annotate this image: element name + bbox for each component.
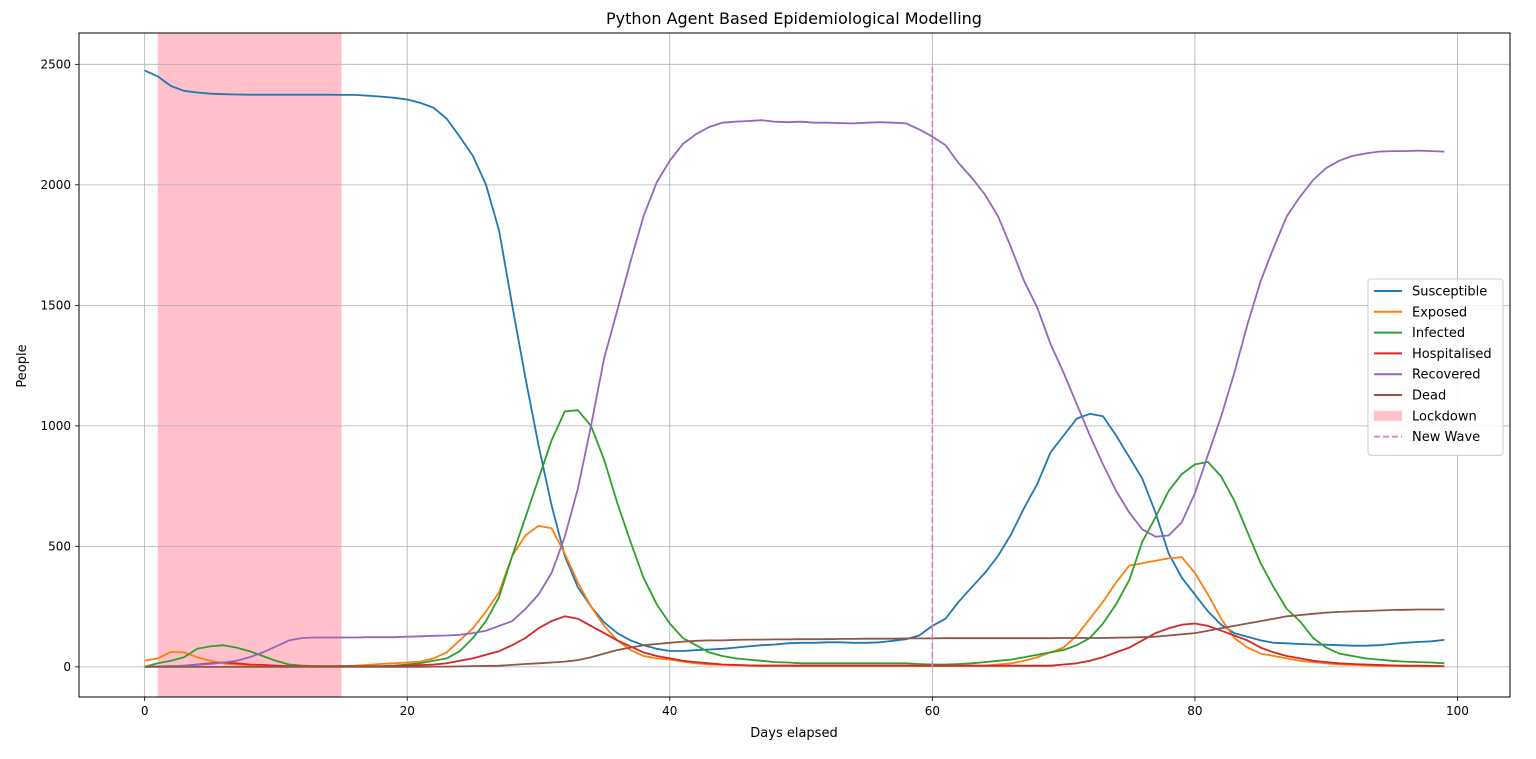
x-tick-label: 40 xyxy=(662,704,677,718)
legend-label-infected: Infected xyxy=(1412,326,1465,341)
y-tick-label: 2000 xyxy=(40,178,71,192)
y-tick-label: 2500 xyxy=(40,57,71,71)
lockdown-band xyxy=(157,33,342,697)
x-axis-label: Days elapsed xyxy=(750,726,837,741)
series-line-recovered xyxy=(144,119,1445,668)
y-tick-label: 1500 xyxy=(40,298,71,312)
legend-label-hospitalised: Hospitalised xyxy=(1412,347,1492,362)
legend-swatch-lockdown xyxy=(1374,410,1402,421)
x-tick-label: 20 xyxy=(400,704,415,718)
x-tick-label: 0 xyxy=(141,704,149,718)
legend-label-dead: Dead xyxy=(1412,389,1446,404)
legend-label-new-wave: New Wave xyxy=(1412,430,1480,445)
x-tick-label: 60 xyxy=(925,704,940,718)
series-line-dead xyxy=(144,608,1445,668)
chart-title: Python Agent Based Epidemiological Model… xyxy=(606,9,982,28)
x-tick-label: 80 xyxy=(1187,704,1202,718)
y-axis-label: People xyxy=(15,344,30,387)
y-tick-label: 0 xyxy=(63,660,71,674)
legend-label-recovered: Recovered xyxy=(1412,368,1481,383)
legend-label-susceptible: Susceptible xyxy=(1412,285,1487,300)
plot-frame xyxy=(78,32,1511,698)
legend-label-exposed: Exposed xyxy=(1412,305,1467,320)
legend-label-lockdown: Lockdown xyxy=(1412,409,1477,424)
y-tick-label: 1000 xyxy=(40,419,71,433)
y-tick-label: 500 xyxy=(48,539,71,553)
x-tick-label: 100 xyxy=(1446,704,1469,718)
